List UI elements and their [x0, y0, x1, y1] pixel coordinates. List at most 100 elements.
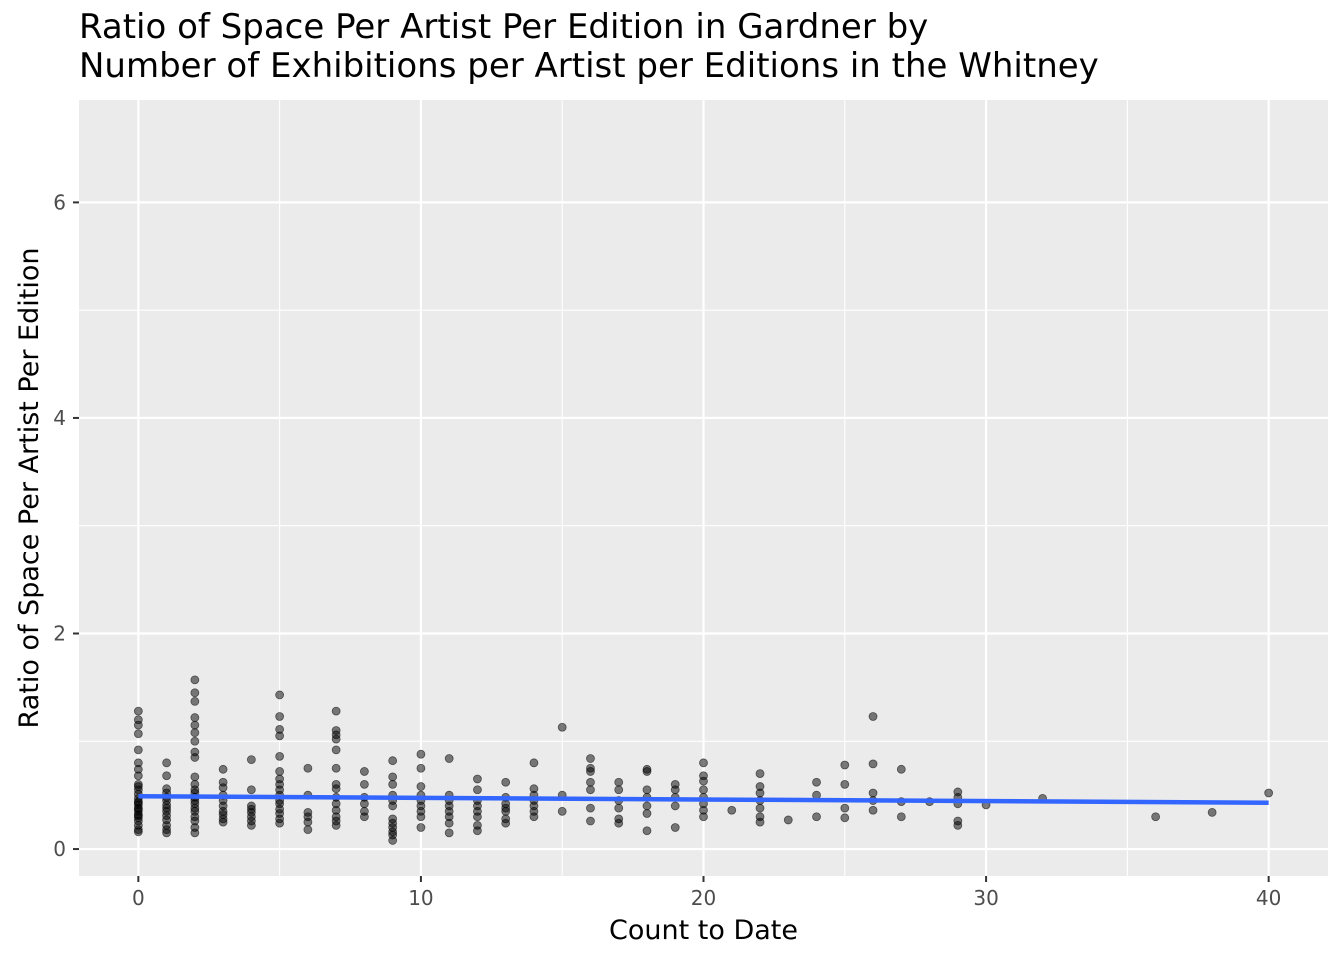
data-point: [190, 753, 200, 762]
data-point: [868, 712, 878, 721]
x-tick-label: 10: [408, 886, 433, 910]
data-point: [275, 690, 285, 700]
data-point: [331, 763, 341, 773]
minor-gridlines: [79, 100, 1328, 876]
y-tick-label: 4: [53, 406, 66, 430]
data-point: [670, 785, 680, 795]
data-point: [896, 812, 906, 822]
data-point: [133, 771, 143, 781]
data-point: [331, 706, 341, 716]
y-axis-label: Ratio of Space Per Artist Per Edition: [14, 248, 45, 729]
data-point: [642, 767, 652, 776]
data-point: [388, 772, 398, 782]
data-point: [133, 811, 143, 821]
data-point: [162, 771, 171, 781]
y-axis: 0 2 4 6: [53, 190, 79, 861]
data-point: [162, 758, 171, 768]
data-point: [416, 782, 426, 791]
data-point: [755, 803, 765, 813]
data-point: [275, 751, 285, 761]
data-point: [331, 820, 341, 830]
data-point: [670, 801, 680, 811]
data-point: [783, 815, 793, 825]
data-point: [642, 801, 652, 811]
data-point: [586, 816, 595, 826]
data-point: [133, 745, 143, 755]
data-point: [473, 785, 482, 795]
data-point: [416, 823, 426, 832]
data-point: [586, 754, 595, 763]
data-point: [303, 763, 313, 773]
data-point: [812, 812, 821, 822]
data-point: [840, 813, 850, 823]
data-point: [699, 812, 708, 822]
data-point: [331, 784, 341, 794]
y-tick-label: 2: [53, 622, 66, 646]
data-point: [388, 801, 398, 811]
data-point: [727, 805, 737, 815]
data-point: [699, 758, 708, 768]
data-point: [416, 812, 426, 822]
data-point: [501, 818, 511, 828]
scatter-points: [133, 675, 1274, 845]
data-point: [360, 767, 369, 776]
x-tick-label: 20: [691, 886, 716, 910]
data-point: [444, 828, 454, 838]
data-point: [246, 755, 256, 764]
trend-line-layer: [138, 793, 1269, 805]
x-axis: 0 10 20 30 40: [132, 876, 1281, 910]
data-point: [246, 820, 256, 830]
data-point: [699, 776, 708, 786]
major-gridlines: [79, 100, 1328, 876]
data-point: [614, 785, 624, 795]
data-point: [896, 764, 906, 774]
data-point: [473, 812, 482, 822]
trend-line: [138, 793, 1269, 805]
data-point: [953, 820, 963, 830]
data-point: [557, 722, 567, 732]
data-point: [1151, 812, 1161, 822]
data-point: [586, 803, 595, 813]
data-point: [133, 720, 143, 730]
data-point: [755, 769, 765, 779]
data-point: [473, 774, 482, 784]
data-point: [670, 823, 680, 832]
data-point: [133, 729, 143, 739]
data-point: [162, 828, 171, 838]
data-point: [501, 806, 511, 816]
data-point: [501, 777, 511, 787]
data-point: [868, 759, 878, 769]
y-tick-label: 0: [53, 837, 66, 861]
data-point: [840, 760, 850, 770]
data-point: [360, 779, 369, 789]
data-point: [190, 688, 200, 698]
data-point: [614, 818, 624, 828]
data-point: [444, 754, 454, 763]
data-point: [699, 785, 708, 795]
data-point: [586, 777, 595, 787]
data-point: [190, 713, 200, 722]
data-point: [388, 779, 398, 789]
data-point: [218, 783, 228, 793]
data-point: [360, 799, 369, 809]
data-point: [812, 777, 821, 787]
y-tick-label: 6: [53, 190, 66, 214]
data-point: [246, 785, 256, 795]
chart-title: Ratio of Space Per Artist Per Edition in…: [79, 7, 1099, 86]
x-tick-label: 40: [1256, 886, 1281, 910]
data-point: [331, 745, 341, 755]
data-point: [275, 767, 285, 776]
data-point: [529, 812, 539, 822]
data-point: [133, 827, 143, 837]
data-point: [190, 675, 200, 685]
data-point: [586, 785, 595, 795]
data-point: [190, 728, 200, 738]
data-point: [868, 805, 878, 815]
data-point: [868, 788, 878, 798]
data-point: [218, 817, 228, 827]
data-point: [133, 782, 143, 791]
data-point: [190, 772, 200, 782]
data-point: [586, 767, 595, 776]
data-point: [473, 826, 482, 836]
